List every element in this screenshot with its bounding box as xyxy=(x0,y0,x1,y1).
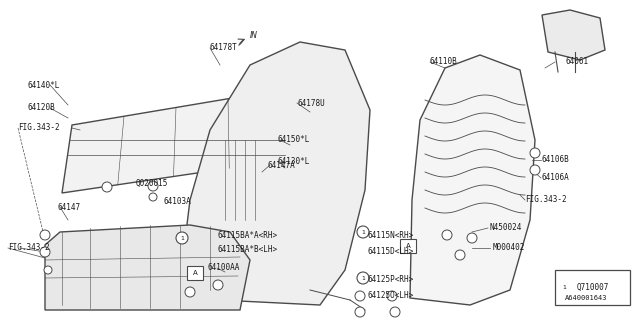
Text: 64147A: 64147A xyxy=(268,161,296,170)
Text: FIG.343-2: FIG.343-2 xyxy=(525,196,566,204)
Text: IN: IN xyxy=(250,30,258,39)
Text: 64150*L: 64150*L xyxy=(278,135,310,145)
Text: FIG.343-2: FIG.343-2 xyxy=(18,124,60,132)
Circle shape xyxy=(176,232,188,244)
Circle shape xyxy=(559,283,569,292)
Text: 1: 1 xyxy=(562,285,566,290)
Text: 64120B: 64120B xyxy=(28,103,56,113)
Text: 64115BA*A<RH>: 64115BA*A<RH> xyxy=(218,231,278,241)
Circle shape xyxy=(185,287,195,297)
Text: 64115N<RH>: 64115N<RH> xyxy=(368,231,414,241)
Circle shape xyxy=(357,272,369,284)
Bar xyxy=(555,270,630,305)
Text: A640001643: A640001643 xyxy=(565,295,607,301)
Circle shape xyxy=(355,291,365,301)
Text: 64130*L: 64130*L xyxy=(278,157,310,166)
Text: FIG.343-2: FIG.343-2 xyxy=(8,244,50,252)
Polygon shape xyxy=(45,225,250,310)
Text: 64140*L: 64140*L xyxy=(28,81,60,90)
Circle shape xyxy=(149,193,157,201)
Text: 64100AA: 64100AA xyxy=(208,263,241,273)
Bar xyxy=(187,266,203,280)
Text: A: A xyxy=(406,243,410,249)
Text: 64115BA*B<LH>: 64115BA*B<LH> xyxy=(218,245,278,254)
Polygon shape xyxy=(410,55,535,305)
Text: 64147: 64147 xyxy=(58,203,81,212)
Text: 64115D<LH>: 64115D<LH> xyxy=(368,247,414,257)
Text: 64125O<LH>: 64125O<LH> xyxy=(368,291,414,300)
Text: N450024: N450024 xyxy=(490,223,522,233)
Circle shape xyxy=(148,181,158,191)
Circle shape xyxy=(213,280,223,290)
Circle shape xyxy=(467,233,477,243)
Text: M000402: M000402 xyxy=(493,244,525,252)
Circle shape xyxy=(102,182,112,192)
Polygon shape xyxy=(542,10,605,60)
Text: 1: 1 xyxy=(361,229,365,235)
Text: 64178U: 64178U xyxy=(298,99,326,108)
Polygon shape xyxy=(178,42,370,305)
Circle shape xyxy=(40,230,50,240)
Circle shape xyxy=(355,307,365,317)
Bar xyxy=(400,239,416,253)
Text: Q710007: Q710007 xyxy=(577,283,609,292)
Circle shape xyxy=(530,165,540,175)
Text: 64125P<RH>: 64125P<RH> xyxy=(368,276,414,284)
Circle shape xyxy=(455,250,465,260)
Circle shape xyxy=(40,247,50,257)
Text: Q020015: Q020015 xyxy=(136,179,168,188)
Text: 64103A: 64103A xyxy=(163,197,191,206)
Text: 1: 1 xyxy=(361,276,365,281)
Text: 64061: 64061 xyxy=(565,58,588,67)
Circle shape xyxy=(44,266,52,274)
Text: A: A xyxy=(193,270,197,276)
Text: 64110B: 64110B xyxy=(430,58,458,67)
Text: 64106B: 64106B xyxy=(542,156,570,164)
Text: 1: 1 xyxy=(180,236,184,241)
Text: 64178T: 64178T xyxy=(210,44,237,52)
Text: 64106A: 64106A xyxy=(542,173,570,182)
Circle shape xyxy=(442,230,452,240)
Circle shape xyxy=(530,148,540,158)
Circle shape xyxy=(357,226,369,238)
Polygon shape xyxy=(62,90,285,193)
Circle shape xyxy=(390,307,400,317)
Circle shape xyxy=(387,291,397,301)
